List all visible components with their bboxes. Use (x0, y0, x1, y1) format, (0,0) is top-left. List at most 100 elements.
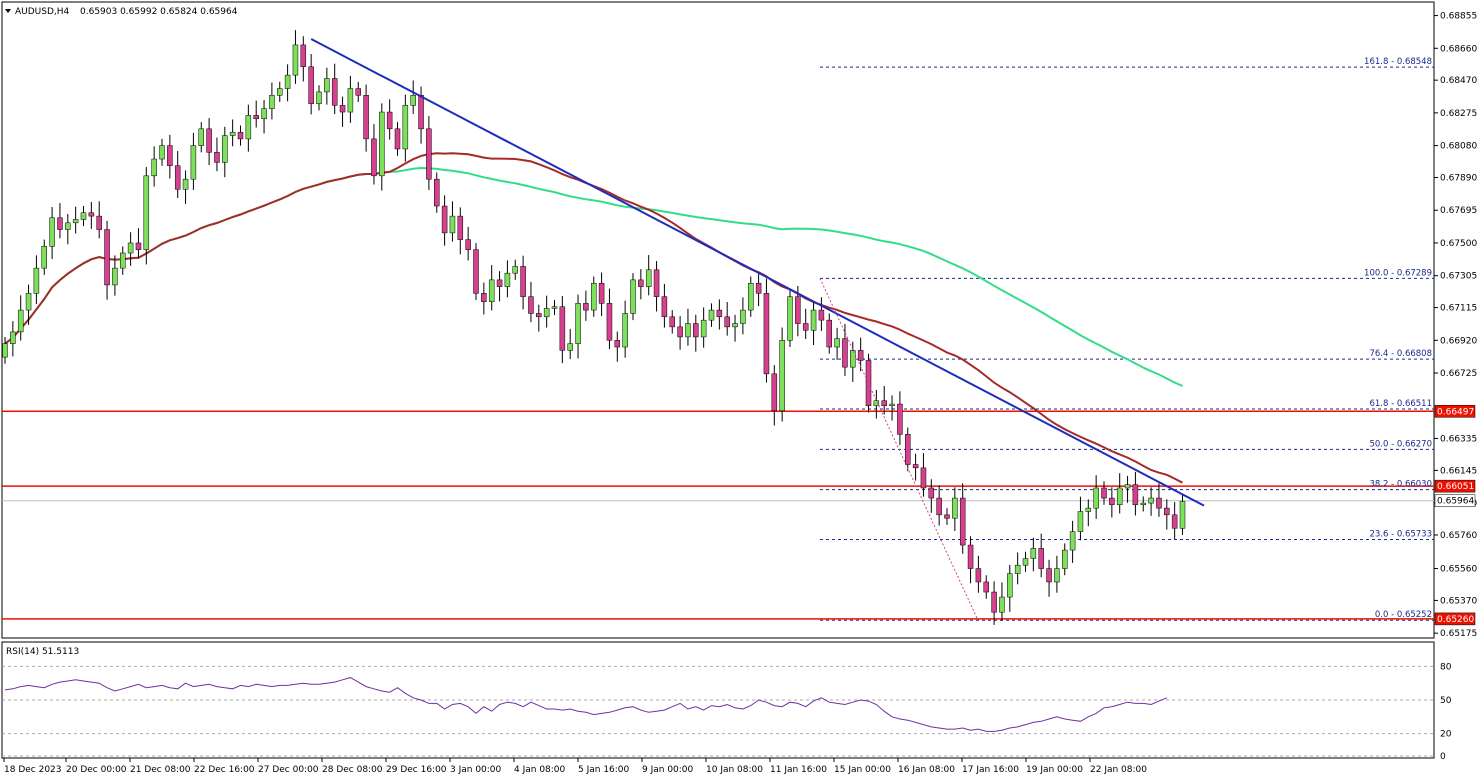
price-tick-label: 0.66335 (1440, 434, 1477, 444)
bear-candle (457, 215, 464, 240)
bear-candle (857, 350, 864, 361)
price-tick-label: 0.67890 (1440, 174, 1477, 184)
bear-candle (669, 316, 675, 328)
bear-candle (441, 205, 448, 234)
rsi-label: RSI(14) 51.5113 (6, 647, 79, 657)
bear-candle (418, 95, 424, 130)
bear-candle (936, 497, 942, 516)
bull-candle (630, 279, 636, 314)
bear-candle (559, 306, 566, 351)
bull-candle (316, 91, 322, 104)
price-tick-label: 0.67305 (1440, 272, 1477, 282)
time-tick-label: 18 Dec 2023 (4, 765, 62, 775)
bull-candle (810, 309, 817, 331)
ohlc-label: 0.65903 0.65992 0.65824 0.65964 (80, 7, 238, 17)
price-tick-label: 0.67115 (1440, 304, 1477, 314)
bull-candle (1179, 501, 1186, 529)
bull-candle (402, 105, 409, 150)
bull-candle (748, 282, 754, 311)
bull-candle (1140, 502, 1146, 506)
rsi-tick-label: 80 (1440, 662, 1452, 672)
bull-candle (740, 309, 746, 324)
price-tick-label: 0.68275 (1440, 109, 1477, 119)
price-tick-label: 0.67500 (1440, 239, 1477, 249)
bear-candle (842, 338, 848, 368)
bear-candle (897, 403, 903, 435)
time-tick-label: 15 Jan 00:00 (834, 765, 891, 775)
bull-candle (1014, 564, 1021, 574)
bear-candle (88, 212, 95, 217)
bull-candle (1116, 487, 1123, 506)
bear-candle (763, 293, 770, 375)
bull-candle (151, 158, 157, 177)
bear-candle (865, 360, 872, 407)
fib-level-label: 161.8 - 0.68548 (1364, 57, 1432, 67)
price-tick-label: 0.65175 (1440, 629, 1477, 639)
bull-candle (575, 303, 581, 344)
bull-candle (999, 596, 1005, 613)
price-tag (1434, 405, 1476, 418)
bull-candle (229, 131, 236, 136)
fib-level-label: 61.8 - 0.66511 (1369, 399, 1432, 409)
bull-candle (1077, 511, 1084, 532)
rsi-tick-label: 0 (1440, 752, 1446, 762)
bull-candle (1085, 507, 1092, 512)
fib-level-label: 38.2 - 0.66030 (1369, 480, 1432, 490)
bull-candle (277, 88, 283, 96)
bear-candle (991, 591, 997, 613)
bear-candle (1132, 484, 1139, 506)
bear-candle (253, 115, 259, 120)
rsi-line (4, 677, 1167, 732)
bull-candle (787, 296, 793, 341)
bull-candle (551, 306, 558, 309)
bull-candle (543, 308, 550, 318)
bear-candle (355, 88, 361, 96)
bear-candle (967, 544, 974, 569)
bull-candle (10, 331, 16, 344)
bear-candle (818, 309, 825, 321)
bull-candle (622, 313, 628, 348)
time-tick-label: 28 Dec 08:00 (322, 765, 383, 775)
bear-candle (598, 282, 605, 304)
bull-candle (410, 95, 416, 106)
bull-candle (449, 215, 456, 234)
bull-candle (504, 272, 511, 287)
bull-candle (1007, 573, 1013, 598)
bull-candle (324, 78, 330, 93)
bear-candle (167, 145, 173, 167)
time-tick-label: 11 Jan 16:00 (770, 765, 827, 775)
bull-candle (379, 111, 385, 177)
bull-candle (120, 252, 126, 269)
bear-candle (881, 400, 887, 407)
bear-candle (583, 303, 589, 311)
bear-candle (1038, 548, 1044, 569)
time-tick-label: 4 Jan 08:00 (514, 765, 566, 775)
time-tick-label: 22 Jan 08:00 (1090, 765, 1147, 775)
bull-candle (127, 242, 134, 254)
bear-candle (959, 497, 966, 546)
bull-candle (889, 403, 895, 407)
symbol-label: AUDUSD,H4 (15, 7, 70, 17)
bear-candle (912, 464, 919, 469)
price-tick-label: 0.65760 (1440, 531, 1477, 541)
bull-candle (567, 343, 573, 351)
bull-candle (112, 267, 118, 286)
bear-candle (1109, 497, 1115, 506)
bull-candle (1093, 487, 1099, 509)
time-tick-label: 16 Jan 08:00 (898, 765, 955, 775)
bull-candle (1069, 531, 1076, 551)
bull-candle (159, 145, 165, 160)
bull-candle (292, 44, 299, 76)
fib-level-label: 0.0 - 0.65252 (1375, 610, 1432, 620)
bear-candle (920, 467, 927, 489)
bear-candle (905, 434, 911, 465)
bull-candle (17, 309, 24, 333)
bear-candle (96, 215, 102, 230)
bear-candle (206, 128, 212, 153)
bull-candle (834, 338, 840, 348)
time-tick-label: 29 Dec 16:00 (386, 765, 447, 775)
bear-candle (473, 249, 479, 294)
dropdown-arrow-icon[interactable] (5, 9, 11, 13)
fib-level-label: 100.0 - 0.67289 (1364, 268, 1432, 278)
bear-candle (1046, 568, 1052, 583)
